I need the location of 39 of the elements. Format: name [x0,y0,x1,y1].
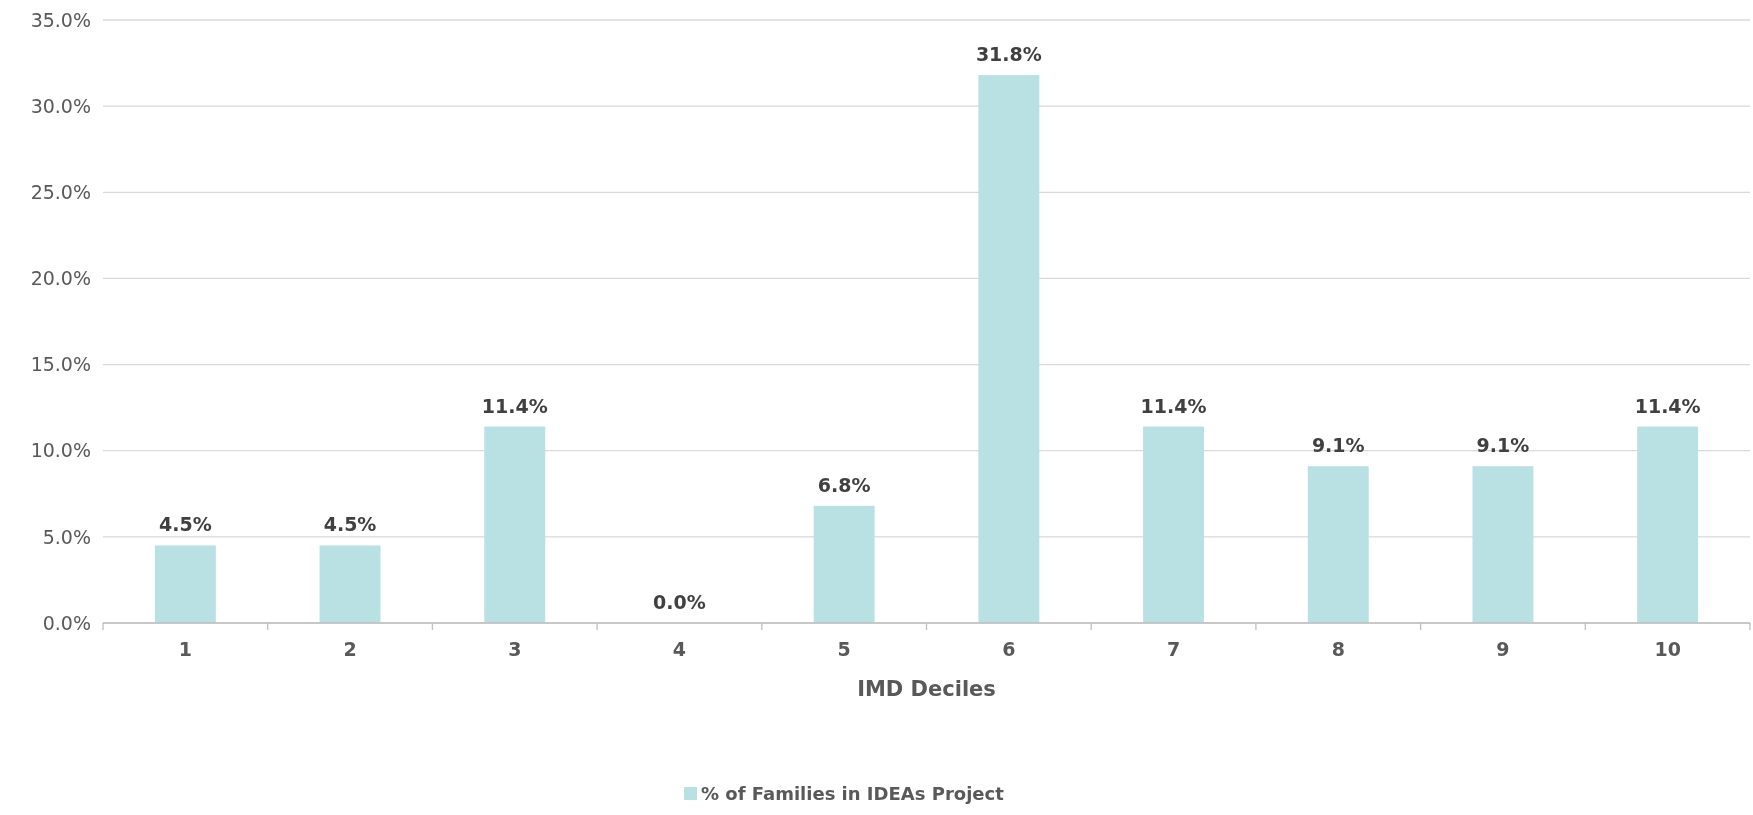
y-tick-label: 35.0% [30,8,91,31]
bar [484,426,546,623]
bar [1307,466,1369,623]
bar [1143,426,1205,623]
x-tick-label: 9 [1496,638,1510,660]
x-tick-label: 2 [343,638,357,660]
data-label: 11.4% [1634,394,1701,417]
y-tick-label: 20.0% [30,267,91,290]
bar [1637,426,1699,623]
y-tick-label: 25.0% [30,180,91,203]
y-tick-label: 30.0% [30,94,91,117]
x-axis-title: IMD Deciles [857,677,996,701]
x-tick-label: 6 [1002,638,1016,660]
data-label: 11.4% [481,394,548,417]
data-label: 4.5% [323,513,377,536]
bar [813,505,875,623]
bar [978,75,1040,623]
legend-label: % of Families in IDEAs Project [701,782,1005,804]
bar [154,545,216,623]
data-label: 31.8% [975,43,1042,66]
x-tick-label: 1 [178,638,192,660]
y-tick-label: 0.0% [42,611,91,634]
x-tick-label: 3 [508,638,522,660]
data-label: 9.1% [1476,434,1530,457]
data-label: 9.1% [1311,434,1365,457]
x-tick-label: 4 [672,638,687,660]
data-label: 0.0% [653,591,706,613]
x-tick-label: 7 [1166,638,1181,660]
data-label: 4.5% [159,513,212,536]
y-tick-label: 15.0% [30,353,91,376]
data-label: 6.8% [817,473,871,496]
bar [1472,466,1534,623]
x-tick-label: 8 [1331,638,1345,660]
x-tick-label: 5 [837,638,851,660]
data-label: 11.4% [1140,394,1207,417]
x-tick-label: 10 [1654,638,1681,660]
bar [319,545,381,623]
y-tick-label: 5.0% [42,525,91,548]
y-tick-label: 10.0% [30,439,91,462]
